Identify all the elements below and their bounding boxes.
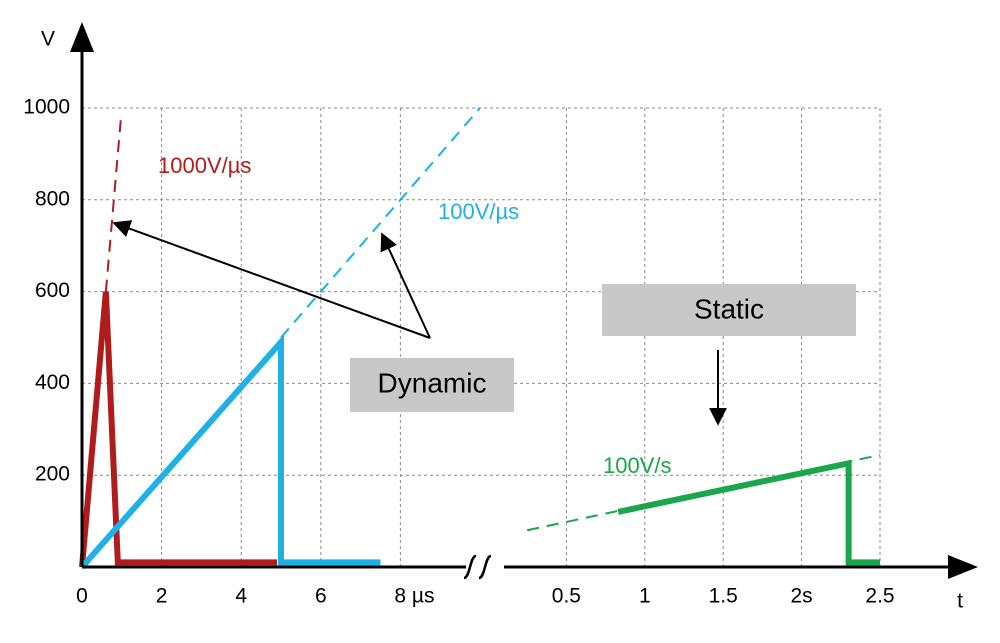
annotation: 1000V/µs xyxy=(158,153,251,178)
y-tick-label: 200 xyxy=(35,463,70,486)
x-arrow xyxy=(948,555,978,579)
y-tick-label: 400 xyxy=(35,371,70,394)
callout-label: Dynamic xyxy=(378,367,487,398)
x-tick-label: 4 xyxy=(235,585,247,608)
annotation: 100V/s xyxy=(603,453,672,478)
line xyxy=(104,117,123,292)
x-tick-label: 1.5 xyxy=(709,585,738,608)
annotation: 100V/µs xyxy=(438,199,519,224)
y-tick-label: 800 xyxy=(35,187,70,210)
y-arrow xyxy=(70,22,94,52)
y-axis-label: V xyxy=(41,28,55,51)
plot xyxy=(79,107,881,569)
arrow xyxy=(380,232,431,339)
callout-label: Static xyxy=(694,293,764,324)
x-tick-label: 8 µs xyxy=(394,585,434,608)
x-tick-label: 2.5 xyxy=(865,585,894,608)
x-tick-label: 0.5 xyxy=(552,585,581,608)
x-tick-label: 6 xyxy=(315,585,327,608)
labels: 200 400 600 800 1000 0 2 4 6 8 µs 1000V/µs 100V/µs D… xyxy=(23,96,894,608)
line xyxy=(79,334,381,569)
line xyxy=(280,107,481,339)
line xyxy=(526,454,881,532)
x-tick-label: 1 xyxy=(639,585,651,608)
x-axis-label: t xyxy=(957,590,963,613)
x-tick-label: 0 xyxy=(76,585,88,608)
y-tick-label: 600 xyxy=(35,279,70,302)
callout-box xyxy=(350,358,514,412)
callout-box xyxy=(602,284,856,336)
x-tick-label: 2 xyxy=(156,585,168,608)
line xyxy=(617,459,880,566)
axis-break xyxy=(463,554,492,580)
x-tick-label: 2s xyxy=(791,585,813,608)
arrow xyxy=(112,220,431,339)
y-tick-label: 1000 xyxy=(23,96,70,119)
line xyxy=(79,291,278,568)
